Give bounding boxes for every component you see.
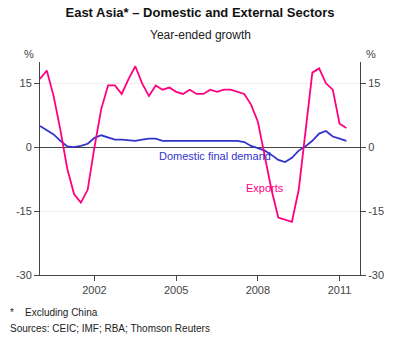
svg-text:-30: -30 — [368, 269, 384, 281]
svg-text:2008: 2008 — [246, 284, 270, 296]
svg-text:%: % — [366, 48, 376, 60]
svg-text:East Asia* – Domestic and Exte: East Asia* – Domestic and External Secto… — [65, 5, 334, 20]
svg-text:2005: 2005 — [164, 284, 188, 296]
svg-text:%: % — [24, 48, 34, 60]
svg-text:0: 0 — [26, 141, 32, 153]
svg-text:15: 15 — [20, 77, 32, 89]
svg-text:Domestic final demand: Domestic final demand — [159, 150, 271, 162]
svg-text:Exports: Exports — [246, 182, 284, 194]
svg-text:Year-ended growth: Year-ended growth — [150, 28, 251, 42]
svg-text:2011: 2011 — [328, 284, 352, 296]
svg-text:Sources: CEIC; IMF; RBA; Thoms: Sources: CEIC; IMF; RBA; Thomson Reuters — [10, 323, 210, 334]
svg-text:* Excluding China: * Excluding China — [10, 307, 98, 318]
svg-text:-30: -30 — [16, 269, 32, 281]
svg-text:15: 15 — [368, 77, 380, 89]
svg-text:-15: -15 — [368, 205, 384, 217]
svg-text:-15: -15 — [16, 205, 32, 217]
svg-text:0: 0 — [368, 141, 374, 153]
svg-text:2002: 2002 — [82, 284, 106, 296]
